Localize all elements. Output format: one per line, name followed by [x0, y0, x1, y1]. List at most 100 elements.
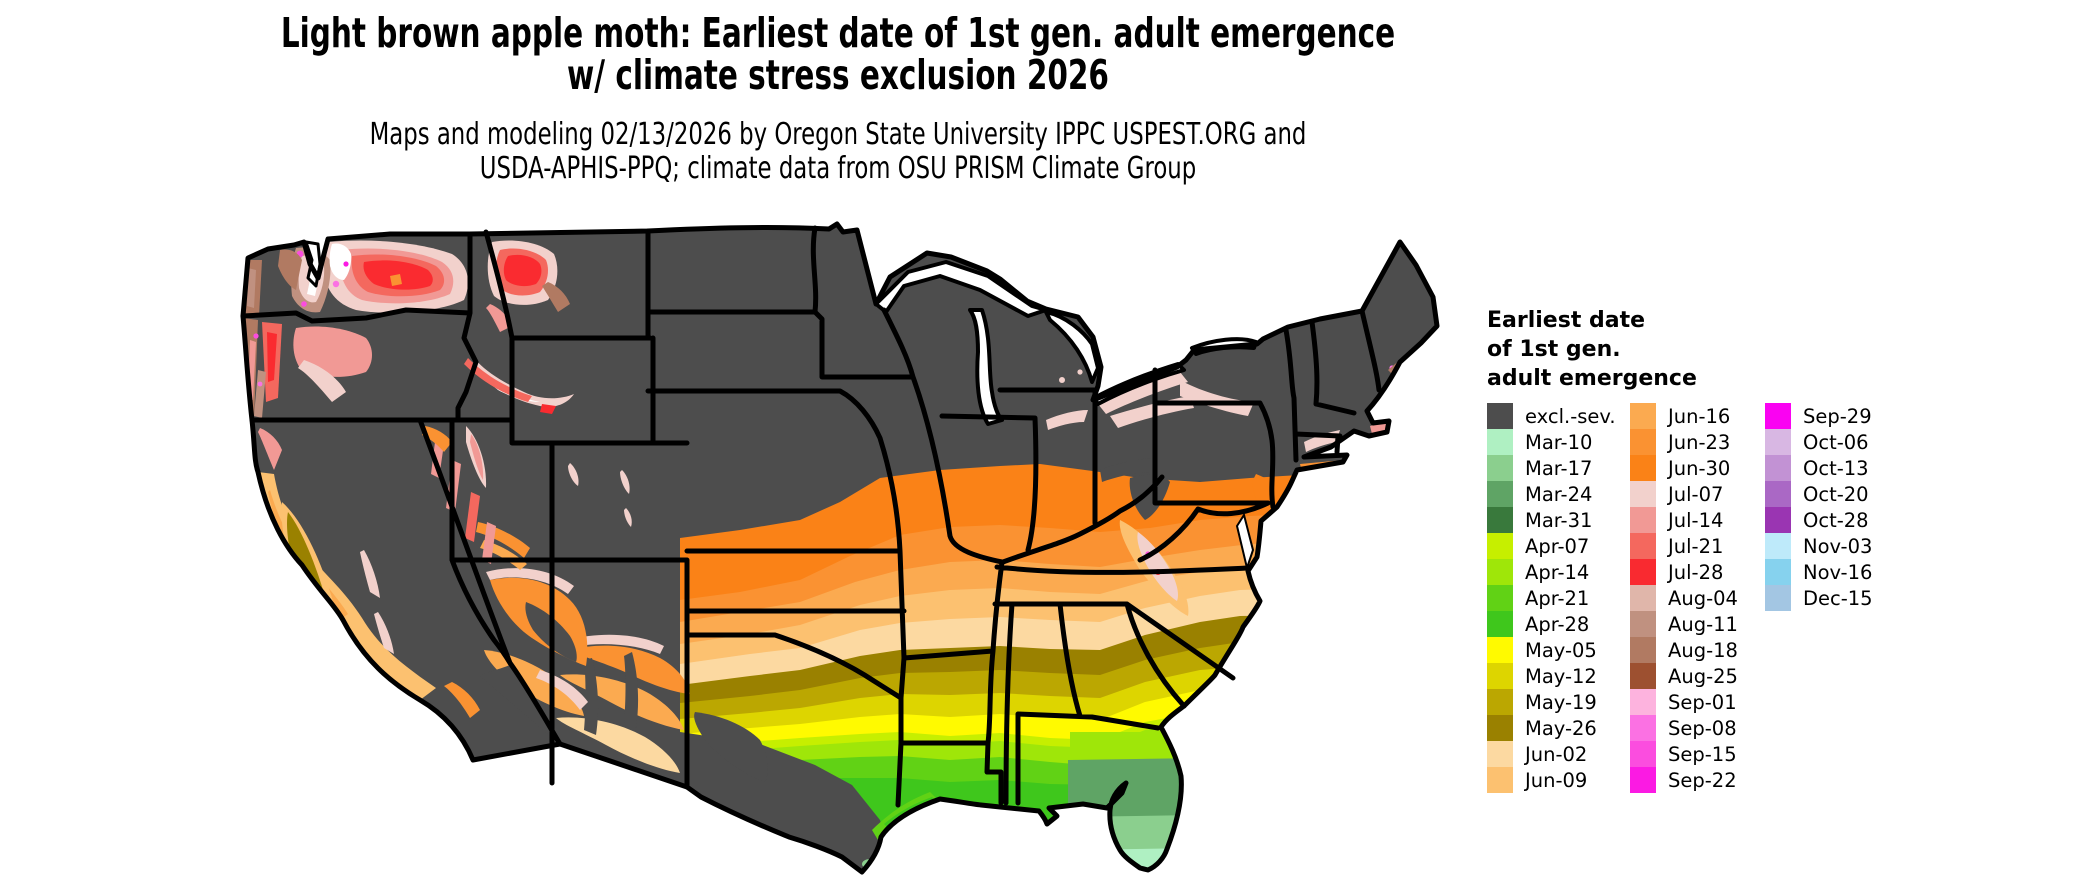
legend-entry: Jun-16	[1630, 403, 1765, 429]
legend-entry-label: Apr-28	[1525, 612, 1590, 636]
legend-entry-label: Sep-29	[1803, 404, 1872, 428]
legend-entry: Sep-15	[1630, 741, 1765, 767]
legend-entry: Nov-03	[1765, 533, 1873, 559]
legend-swatch	[1765, 585, 1791, 611]
legend-entry-label: Apr-07	[1525, 534, 1590, 558]
legend-swatch	[1765, 403, 1791, 429]
legend-swatch	[1765, 559, 1791, 585]
legend-entry-label: Jun-30	[1668, 456, 1731, 480]
lake-superior	[874, 260, 1048, 318]
legend-entry: Nov-16	[1765, 559, 1873, 585]
state-borders	[240, 225, 1382, 808]
legend-entry: Aug-11	[1630, 611, 1765, 637]
legend-entry-label: Sep-08	[1668, 716, 1737, 740]
legend-swatch	[1487, 689, 1513, 715]
legend-entry: Mar-10	[1487, 429, 1630, 455]
legend-entry-label: Jul-07	[1668, 482, 1724, 506]
legend-entry: Aug-18	[1630, 637, 1765, 663]
legend-entry-label: Oct-28	[1803, 508, 1869, 532]
legend-entries: excl.-sev. Mar-10 Mar-17 Mar-24 Mar-31 Apr-07…	[1487, 403, 2047, 793]
legend-swatch	[1487, 507, 1513, 533]
legend-entry-label: Jun-23	[1668, 430, 1731, 454]
subtitle: Maps and modeling 02/13/2026 by Oregon S…	[0, 118, 1676, 186]
legend-entry-label: Mar-17	[1525, 456, 1593, 480]
legend-entry-label: Sep-01	[1668, 690, 1737, 714]
legend-entry: Mar-24	[1487, 481, 1630, 507]
legend-entry: Jul-14	[1630, 507, 1765, 533]
legend-entry-label: Nov-16	[1803, 560, 1873, 584]
legend-swatch	[1487, 767, 1513, 793]
legend-title-line-2: of 1st gen.	[1487, 337, 1621, 362]
legend-entry: May-05	[1487, 637, 1630, 663]
legend-entry-label: Jun-09	[1525, 768, 1588, 792]
legend-entry-label: Sep-15	[1668, 742, 1737, 766]
legend-column-3: Sep-29 Oct-06 Oct-13 Oct-20 Oct-28 Nov-03 Nov-…	[1765, 403, 1873, 793]
legend-swatch	[1765, 481, 1791, 507]
legend-entry-label: Aug-18	[1668, 638, 1738, 662]
legend-entry-label: Aug-04	[1668, 586, 1738, 610]
legend-entry-label: Apr-21	[1525, 586, 1590, 610]
legend-title-line-1: Earliest date	[1487, 308, 1646, 333]
legend-entry-label: excl.-sev.	[1525, 404, 1616, 428]
lake-huron	[1044, 310, 1100, 384]
legend-swatch	[1487, 481, 1513, 507]
legend-entry: Mar-31	[1487, 507, 1630, 533]
legend-swatch	[1630, 689, 1656, 715]
legend-swatch	[1630, 741, 1656, 767]
legend-entry-label: Apr-14	[1525, 560, 1590, 584]
legend-swatch	[1487, 403, 1513, 429]
legend-entry: Apr-07	[1487, 533, 1630, 559]
legend-swatch	[1630, 767, 1656, 793]
legend-entry-label: May-12	[1525, 664, 1597, 688]
subtitle-line-2: USDA-APHIS-PPQ; climate data from OSU PR…	[479, 151, 1197, 186]
legend-swatch	[1630, 429, 1656, 455]
page-title-line-2: w/ climate stress exclusion 2026	[567, 51, 1109, 99]
legend-entry: Jul-28	[1630, 559, 1765, 585]
legend-entry: Apr-21	[1487, 585, 1630, 611]
legend-entry: Jun-23	[1630, 429, 1765, 455]
legend-entry: Jul-21	[1630, 533, 1765, 559]
legend-swatch	[1630, 455, 1656, 481]
legend-swatch	[1630, 481, 1656, 507]
us-map-image	[240, 220, 1440, 892]
legend-swatch	[1630, 403, 1656, 429]
legend-entry: Jul-07	[1630, 481, 1765, 507]
legend-entry: Apr-28	[1487, 611, 1630, 637]
legend-swatch	[1765, 507, 1791, 533]
legend-entry-label: Jun-16	[1668, 404, 1731, 428]
legend-swatch	[1630, 637, 1656, 663]
legend-entry-label: Mar-31	[1525, 508, 1593, 532]
legend-swatch	[1487, 559, 1513, 585]
legend-entry-label: May-19	[1525, 690, 1597, 714]
legend-column-1: excl.-sev. Mar-10 Mar-17 Mar-24 Mar-31 Apr-07…	[1487, 403, 1630, 793]
legend-entry-label: Jul-28	[1668, 560, 1724, 584]
legend-entry-label: Oct-13	[1803, 456, 1869, 480]
legend-entry: Jun-30	[1630, 455, 1765, 481]
legend-entry: Dec-15	[1765, 585, 1873, 611]
legend-entry-label: Oct-06	[1803, 430, 1869, 454]
legend-swatch	[1487, 533, 1513, 559]
legend-swatch	[1630, 507, 1656, 533]
legend-swatch	[1487, 585, 1513, 611]
legend-entry-label: Jul-14	[1668, 508, 1724, 532]
legend-entry: Sep-08	[1630, 715, 1765, 741]
legend-swatch	[1487, 611, 1513, 637]
legend-swatch	[1765, 533, 1791, 559]
legend-title-line-3: adult emergence	[1487, 366, 1697, 391]
legend-column-2: Jun-16 Jun-23 Jun-30 Jul-07 Jul-14 Jul-21 Jul-…	[1630, 403, 1765, 793]
legend-swatch	[1487, 429, 1513, 455]
legend-entry: Oct-13	[1765, 455, 1873, 481]
legend-entry: Sep-29	[1765, 403, 1873, 429]
legend-entry-label: Aug-25	[1668, 664, 1738, 688]
subtitle-line-1: Maps and modeling 02/13/2026 by Oregon S…	[369, 117, 1307, 152]
legend-entry: May-19	[1487, 689, 1630, 715]
legend-swatch	[1487, 715, 1513, 741]
legend-entry-label: Mar-10	[1525, 430, 1593, 454]
legend-entry: Aug-25	[1630, 663, 1765, 689]
legend-swatch	[1630, 611, 1656, 637]
legend-swatch	[1630, 663, 1656, 689]
legend-swatch	[1487, 741, 1513, 767]
legend-entry-label: Nov-03	[1803, 534, 1873, 558]
legend-swatch	[1630, 585, 1656, 611]
